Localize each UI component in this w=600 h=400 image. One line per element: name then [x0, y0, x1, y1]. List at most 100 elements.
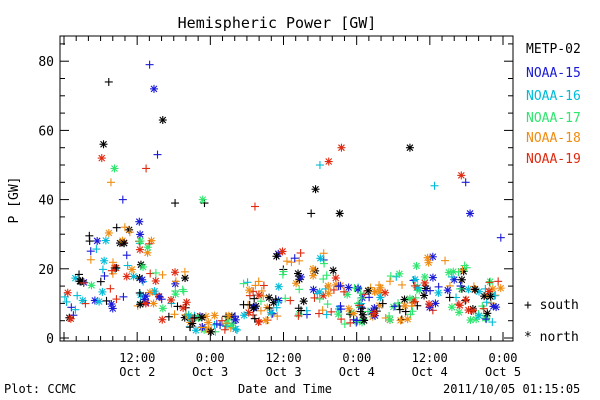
- point-north: [425, 303, 434, 312]
- point-south: [327, 307, 336, 316]
- point-north: [136, 300, 145, 309]
- point-south: [186, 323, 195, 332]
- point-north: [375, 288, 384, 297]
- point-north: [486, 292, 495, 301]
- point-south: [281, 294, 290, 303]
- y-axis-label: P [GW]: [7, 177, 22, 224]
- point-north: [71, 274, 80, 283]
- point-south: [157, 295, 166, 304]
- point-south: [346, 318, 355, 327]
- point-south: [102, 296, 111, 305]
- point-south: [363, 307, 372, 316]
- point-south: [142, 164, 151, 173]
- point-north: [334, 310, 343, 319]
- point-north: [455, 301, 464, 310]
- point-north: [395, 269, 404, 278]
- point-south: [232, 326, 241, 335]
- point-south: [178, 285, 187, 294]
- point-south: [297, 306, 306, 315]
- x-tick-label-time: 0:00: [342, 351, 371, 365]
- point-north: [90, 296, 99, 305]
- y-tick-label: 80: [38, 55, 54, 70]
- point-south: [259, 281, 268, 290]
- point-south: [355, 301, 364, 310]
- point-south: [108, 258, 117, 267]
- point-north: [122, 272, 131, 281]
- point-south: [173, 302, 182, 311]
- point-north: [353, 317, 362, 326]
- point-south: [272, 303, 281, 312]
- point-south: [295, 256, 304, 265]
- point-north: [149, 299, 158, 308]
- point-south: [158, 270, 167, 279]
- x-tick-label-date: Oct 3: [265, 365, 301, 379]
- point-south: [482, 298, 491, 307]
- point-south: [323, 300, 332, 309]
- point-north: [158, 304, 167, 313]
- point-north: [158, 315, 167, 324]
- y-tick-label: 40: [38, 194, 54, 209]
- point-north: [344, 283, 353, 292]
- point-south: [320, 259, 329, 268]
- point-north: [262, 316, 271, 325]
- point-north: [299, 297, 308, 306]
- legend-item-noaa-19: NOAA-19: [526, 152, 581, 167]
- point-south: [86, 255, 95, 264]
- point-south: [445, 293, 454, 302]
- point-south: [67, 303, 76, 312]
- point-north: [428, 273, 437, 282]
- point-south: [123, 261, 132, 270]
- point-south: [179, 287, 188, 296]
- point-south: [220, 325, 229, 334]
- point-south: [151, 268, 160, 277]
- point-south: [119, 292, 128, 301]
- point-south: [395, 305, 404, 314]
- point-south: [455, 284, 464, 293]
- point-south: [254, 277, 263, 286]
- point-south: [257, 286, 266, 295]
- point-south: [170, 310, 179, 319]
- point-south: [310, 293, 319, 302]
- point-south: [398, 280, 407, 289]
- point-north: [316, 254, 325, 263]
- point-north: [110, 164, 119, 173]
- point-north: [457, 171, 466, 180]
- legend-item-noaa-18: NOAA-18: [526, 131, 581, 146]
- point-south: [86, 247, 95, 256]
- point-south: [378, 299, 387, 308]
- legend-item-noaa-15: NOAA-15: [526, 66, 581, 81]
- point-south: [340, 320, 349, 329]
- point-north: [496, 284, 505, 293]
- point-north: [400, 295, 409, 304]
- point-north: [145, 288, 154, 297]
- point-north: [245, 286, 254, 295]
- point-north: [311, 185, 320, 194]
- point-south: [461, 178, 470, 187]
- x-tick-label-time: 0:00: [196, 351, 225, 365]
- point-north: [474, 311, 483, 320]
- point-south: [496, 233, 505, 242]
- point-north: [381, 288, 390, 297]
- point-south: [256, 306, 265, 315]
- point-south: [212, 319, 221, 328]
- point-north: [386, 315, 395, 324]
- point-north: [204, 318, 213, 327]
- point-north: [420, 272, 429, 281]
- point-south: [245, 291, 254, 300]
- point-north: [97, 154, 106, 163]
- point-south: [315, 294, 324, 303]
- point-south: [171, 277, 180, 286]
- point-south: [100, 271, 109, 280]
- point-north: [227, 321, 236, 330]
- point-north: [349, 309, 358, 318]
- legend-item-metp-02: METP-02: [526, 42, 581, 57]
- point-north: [135, 245, 144, 254]
- point-north: [101, 236, 110, 245]
- point-north: [135, 217, 144, 226]
- point-south: [259, 291, 268, 300]
- point-south: [286, 296, 295, 305]
- point-north: [405, 143, 414, 152]
- point-north: [93, 236, 102, 245]
- point-north: [335, 209, 344, 218]
